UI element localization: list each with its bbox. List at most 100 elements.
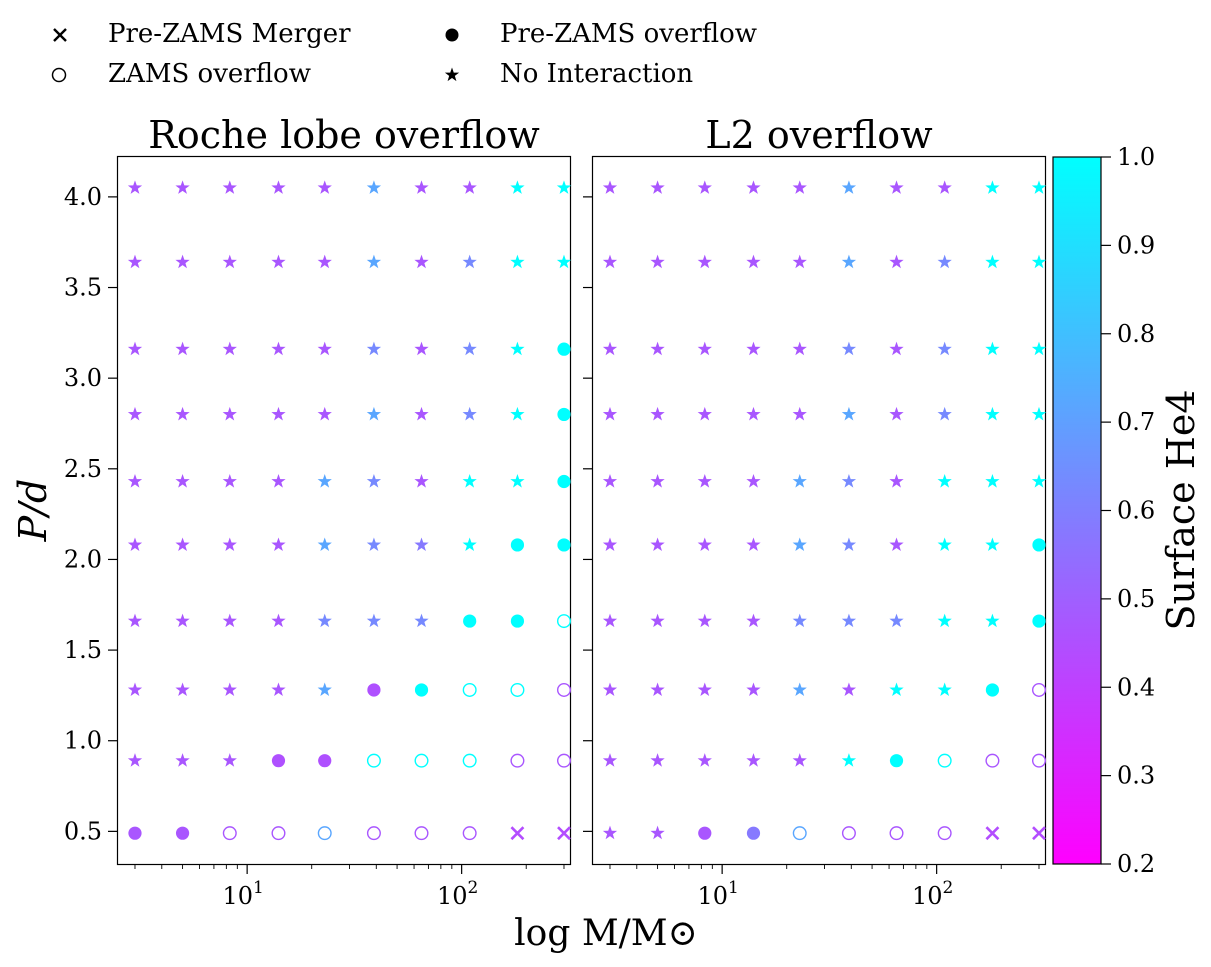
filled-circle-marker bbox=[557, 342, 571, 356]
star-marker bbox=[222, 180, 237, 194]
star-marker bbox=[650, 254, 665, 269]
star-marker bbox=[127, 341, 143, 356]
star-marker bbox=[271, 473, 286, 488]
filled-circle-marker bbox=[510, 538, 525, 552]
star-marker bbox=[127, 254, 143, 269]
colorbar-tick-label: 1.0 bbox=[1117, 143, 1155, 171]
star-marker bbox=[1031, 406, 1047, 421]
filled-circle-marker bbox=[271, 754, 286, 768]
open-circle-marker bbox=[414, 826, 429, 841]
star-marker bbox=[985, 180, 1000, 194]
star-marker bbox=[127, 180, 143, 194]
filled-circle-marker bbox=[889, 754, 904, 768]
legend-label: Pre-ZAMS Merger bbox=[108, 19, 351, 49]
star-marker bbox=[556, 180, 572, 194]
star-marker bbox=[271, 682, 286, 697]
star-marker bbox=[650, 613, 665, 628]
colorbar-tick-label: 0.2 bbox=[1117, 850, 1155, 878]
roche-points bbox=[127, 180, 572, 841]
star-marker bbox=[650, 406, 665, 421]
legend-item-no-interaction: No Interaction bbox=[444, 59, 693, 89]
open-circle-marker bbox=[366, 826, 381, 841]
star-marker bbox=[889, 180, 904, 194]
x-tick-label: 102 bbox=[912, 878, 953, 910]
y-tick-label: 2.5 bbox=[64, 455, 102, 483]
open-circle-marker bbox=[510, 753, 525, 768]
star-marker bbox=[127, 753, 143, 767]
star-marker bbox=[792, 682, 807, 697]
star-marker bbox=[175, 613, 190, 628]
star-marker bbox=[841, 180, 857, 194]
panel-frame-roche bbox=[116, 155, 572, 866]
star-marker bbox=[175, 180, 190, 194]
y-tick-label: 1.0 bbox=[64, 727, 102, 755]
y-axis: 0.5 1.0 1.5 2.0 2.5 3.0 3.5 4.0 bbox=[64, 183, 593, 845]
open-circle-marker bbox=[462, 826, 477, 841]
open-circle-marker bbox=[792, 826, 807, 841]
star-marker bbox=[127, 613, 143, 628]
star-marker bbox=[602, 682, 618, 697]
star-marker bbox=[175, 406, 190, 421]
star-marker bbox=[746, 180, 761, 194]
star-marker bbox=[889, 406, 904, 421]
star-marker bbox=[889, 613, 904, 628]
star-marker bbox=[222, 341, 237, 356]
star-marker bbox=[746, 613, 761, 628]
panel-frame-l2 bbox=[591, 155, 1047, 866]
star-marker bbox=[222, 473, 237, 488]
star-marker bbox=[556, 254, 572, 269]
star-marker bbox=[175, 682, 190, 697]
star-marker bbox=[127, 682, 143, 697]
filled-circle-marker bbox=[510, 614, 525, 628]
colorbar-label: Surface He4 bbox=[1159, 389, 1203, 630]
open-circle-marker bbox=[271, 826, 286, 841]
star-marker bbox=[985, 341, 1000, 356]
star-marker bbox=[650, 753, 665, 767]
legend-marker-star bbox=[444, 67, 460, 82]
star-marker bbox=[792, 753, 807, 767]
star-marker bbox=[271, 254, 286, 269]
filled-circle-marker bbox=[746, 826, 761, 840]
star-marker bbox=[510, 180, 525, 194]
x-marker bbox=[985, 826, 1000, 841]
star-marker bbox=[1031, 341, 1047, 356]
star-marker bbox=[414, 406, 429, 421]
colorbar-tick-label: 0.7 bbox=[1117, 408, 1155, 436]
star-marker bbox=[697, 537, 712, 552]
star-marker bbox=[602, 537, 618, 552]
star-marker bbox=[602, 341, 618, 356]
y-tick-label: 4.0 bbox=[64, 183, 102, 211]
star-marker bbox=[366, 537, 382, 552]
star-marker bbox=[650, 180, 665, 194]
star-marker bbox=[985, 473, 1000, 488]
x-axis-title: log M/M⊙ bbox=[514, 913, 698, 954]
legend-label: No Interaction bbox=[500, 59, 693, 89]
star-marker bbox=[366, 341, 382, 356]
star-marker bbox=[1031, 254, 1047, 269]
star-marker bbox=[414, 341, 429, 356]
star-marker bbox=[746, 537, 761, 552]
star-marker bbox=[175, 753, 190, 767]
star-marker bbox=[650, 537, 665, 552]
star-marker bbox=[414, 254, 429, 269]
star-marker bbox=[222, 613, 237, 628]
star-marker bbox=[462, 473, 477, 488]
star-marker bbox=[697, 613, 712, 628]
star-marker bbox=[602, 825, 618, 840]
star-marker bbox=[317, 254, 332, 269]
legend-item-zams-overflow: ZAMS overflow bbox=[51, 59, 311, 89]
open-circle-marker bbox=[985, 753, 1000, 768]
star-marker bbox=[271, 341, 286, 356]
star-marker bbox=[602, 473, 618, 488]
y-tick-label: 3.0 bbox=[64, 364, 102, 392]
star-marker bbox=[985, 613, 1000, 628]
star-marker bbox=[175, 537, 190, 552]
open-circle-marker bbox=[556, 753, 571, 768]
star-marker bbox=[317, 537, 332, 552]
l2-points bbox=[602, 180, 1047, 841]
star-marker bbox=[937, 406, 952, 421]
y-tick-label: 0.5 bbox=[64, 817, 102, 845]
star-marker bbox=[889, 254, 904, 269]
star-marker bbox=[317, 613, 332, 628]
star-marker bbox=[937, 180, 952, 194]
